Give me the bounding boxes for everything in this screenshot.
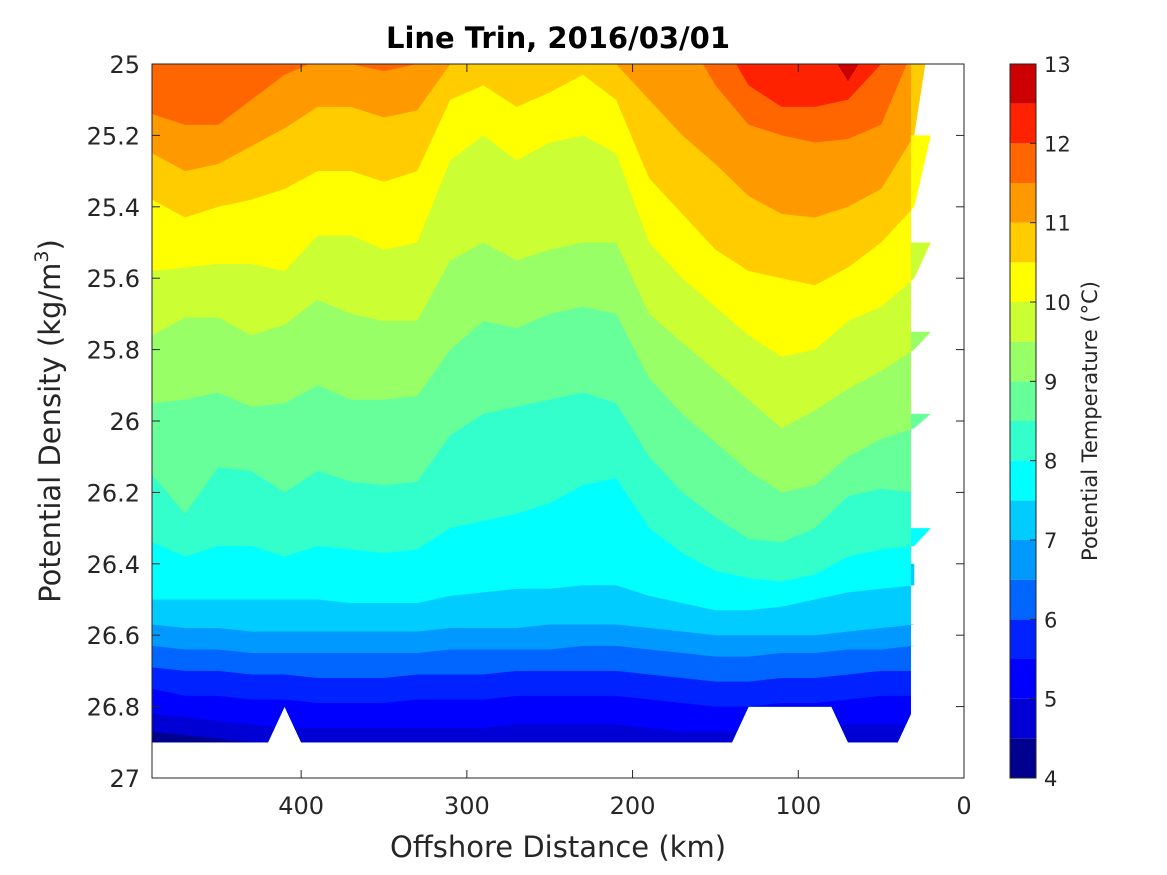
y-axis-label-main: Potential Density (kg/m bbox=[33, 263, 67, 603]
colorbar-segment bbox=[1010, 500, 1036, 540]
colorbar-segment bbox=[1010, 143, 1036, 183]
colorbar-segment bbox=[1010, 103, 1036, 144]
colorbar-segment bbox=[1010, 341, 1036, 382]
y-tick-label: 26.6 bbox=[87, 622, 140, 650]
y-axis-label: Potential Density (kg/m3) bbox=[31, 239, 67, 603]
x-axis-ticks: 400 300 200 100 0 bbox=[278, 64, 972, 820]
colorbar bbox=[1010, 64, 1036, 778]
colorbar-segment bbox=[1010, 222, 1036, 263]
y-tick-label: 25.2 bbox=[87, 122, 140, 150]
plot-area bbox=[152, 64, 931, 743]
colorbar-frame bbox=[1009, 63, 1037, 779]
x-tick-label: 100 bbox=[775, 792, 821, 820]
colorbar-tick-label: 4 bbox=[1044, 767, 1057, 791]
colorbar-segment bbox=[1010, 262, 1036, 302]
contour-band-5 bbox=[152, 713, 931, 743]
colorbar-tick-label: 6 bbox=[1044, 608, 1057, 632]
colorbar-tick-label: 8 bbox=[1044, 450, 1057, 474]
y-tick-label: 26 bbox=[109, 408, 140, 436]
colorbar-ticks: 13 12 11 10 9 8 7 6 5 4 bbox=[1030, 53, 1071, 791]
colorbar-segment bbox=[1010, 540, 1036, 580]
colorbar-label: Potential Temperature (°C) bbox=[1078, 281, 1102, 561]
y-tick-label: 25.8 bbox=[87, 337, 140, 365]
x-axis-label: Offshore Distance (km) bbox=[390, 830, 726, 864]
colorbar-segment bbox=[1010, 698, 1036, 739]
colorbar-segment bbox=[1010, 64, 1036, 104]
x-tick-label: 0 bbox=[956, 792, 971, 820]
colorbar-segment bbox=[1010, 579, 1036, 620]
colorbar-segment bbox=[1010, 183, 1036, 223]
y-tick-label: 26.2 bbox=[87, 479, 140, 507]
colorbar-segment bbox=[1010, 381, 1036, 421]
colorbar-tick-label: 7 bbox=[1044, 529, 1057, 553]
y-tick-label: 26.4 bbox=[87, 551, 140, 579]
y-axis-ticks: 25 25.2 25.4 25.6 25.8 26 26.2 26.4 26.6 26.8 27 bbox=[87, 51, 964, 793]
colorbar-tick-label: 13 bbox=[1044, 53, 1071, 77]
y-tick-label: 27 bbox=[109, 765, 140, 793]
colorbar-segment bbox=[1010, 738, 1036, 778]
y-tick-label: 26.8 bbox=[87, 694, 140, 722]
chart-title: Line Trin, 2016/03/01 bbox=[386, 21, 730, 55]
colorbar-tick-label: 9 bbox=[1044, 370, 1057, 394]
x-tick-label: 200 bbox=[610, 792, 656, 820]
contour-band-5-5 bbox=[152, 688, 931, 743]
colorbar-tick-label: 11 bbox=[1044, 212, 1071, 236]
colorbar-tick-label: 5 bbox=[1044, 688, 1057, 712]
x-tick-label: 400 bbox=[278, 792, 324, 820]
colorbar-segment bbox=[1010, 619, 1036, 659]
y-axis-label-close: ) bbox=[33, 239, 67, 250]
colorbar-tick-label: 12 bbox=[1044, 132, 1071, 156]
y-tick-label: 25 bbox=[109, 51, 140, 79]
colorbar-segment bbox=[1010, 659, 1036, 699]
contour-bands bbox=[152, 64, 931, 743]
colorbar-segment bbox=[1010, 302, 1036, 342]
y-tick-label: 25.6 bbox=[87, 265, 140, 293]
y-tick-label: 25.4 bbox=[87, 194, 140, 222]
x-tick-label: 300 bbox=[444, 792, 490, 820]
colorbar-tick-label: 10 bbox=[1044, 291, 1071, 315]
colorbar-segment bbox=[1010, 421, 1036, 461]
colorbar-segment bbox=[1010, 460, 1036, 501]
y-axis-label-superscript: 3 bbox=[31, 250, 53, 262]
